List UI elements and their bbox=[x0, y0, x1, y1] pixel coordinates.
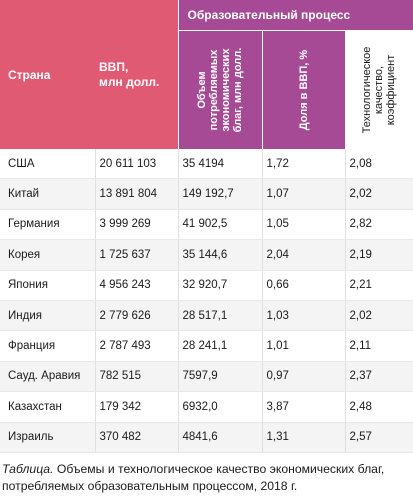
table-row: Корея 1 725 637 35 144,6 2,04 2,19 bbox=[0, 239, 413, 271]
cell-quality: 2,48 bbox=[345, 391, 413, 423]
header-gdp-line2: млн долл. bbox=[99, 74, 160, 89]
cell-share: 1,07 bbox=[262, 178, 346, 210]
table-caption: Таблица. Объемы и технологическое качест… bbox=[2, 461, 412, 495]
cell-volume: 28 517,1 bbox=[178, 300, 263, 332]
cell-share: 1,72 bbox=[262, 149, 346, 180]
header-gdp-line1: ВВП, bbox=[99, 59, 129, 74]
cell-volume: 7597,9 bbox=[178, 361, 263, 393]
cell-share: 2,04 bbox=[262, 239, 346, 271]
header-quality-text: Технологическое качество, коэффициент bbox=[361, 46, 398, 134]
cell-gdp: 179 342 bbox=[95, 391, 179, 423]
table-row: Китай 13 891 804 149 192,7 1,07 2,02 bbox=[0, 178, 413, 210]
cell-share: 1,01 bbox=[262, 330, 346, 362]
table-row: Германия 3 999 269 41 902,5 1,05 2,82 bbox=[0, 209, 413, 241]
header-quality: Технологическое качество, коэффициент bbox=[345, 30, 413, 149]
header-group-education: Образовательный процесс bbox=[177, 0, 413, 31]
cell-quality: 2,57 bbox=[345, 422, 413, 453]
table-row: Индия 2 779 626 28 517,1 1,03 2,02 bbox=[0, 300, 413, 332]
header-gdp: ВВП, млн долл. bbox=[95, 0, 178, 149]
cell-gdp: 782 515 bbox=[95, 361, 179, 393]
table-row: Казахстан 179 342 6932,0 3,87 2,48 bbox=[0, 391, 413, 423]
cell-volume: 4841,6 bbox=[178, 422, 263, 453]
cell-gdp: 3 999 269 bbox=[95, 209, 179, 241]
table-row: Франция 2 787 493 28 241,1 1,01 2,11 bbox=[0, 330, 413, 362]
cell-country: США bbox=[0, 149, 96, 180]
cell-country: Китай bbox=[0, 178, 96, 210]
caption-text: Объемы и технологическое качество эконом… bbox=[2, 462, 385, 493]
cell-country: Казахстан bbox=[0, 391, 96, 423]
cell-quality: 2,82 bbox=[345, 209, 413, 241]
cell-country: Франция bbox=[0, 330, 96, 362]
cell-share: 3,87 bbox=[262, 391, 346, 423]
cell-gdp: 20 611 103 bbox=[95, 149, 179, 180]
cell-gdp: 2 779 626 bbox=[95, 300, 179, 332]
cell-share: 1,03 bbox=[262, 300, 346, 332]
cell-share: 0,97 bbox=[262, 361, 346, 393]
table-row: Сауд. Аравия 782 515 7597,9 0,97 2,37 bbox=[0, 361, 413, 393]
table-row: Израиль 370 482 4841,6 1,31 2,57 bbox=[0, 422, 413, 453]
cell-quality: 2,21 bbox=[345, 270, 413, 301]
cell-volume: 6932,0 bbox=[178, 391, 263, 423]
cell-quality: 2,08 bbox=[345, 149, 413, 180]
header-country: Страна bbox=[0, 0, 95, 149]
cell-volume: 35 144,6 bbox=[178, 239, 263, 271]
cell-share: 0,66 bbox=[262, 270, 346, 301]
cell-volume: 32 920,7 bbox=[178, 270, 263, 301]
header-volume-text: Объем потребляемых экономических благ, м… bbox=[196, 47, 244, 133]
cell-volume: 28 241,1 bbox=[178, 330, 263, 362]
cell-country: Япония bbox=[0, 270, 96, 301]
cell-gdp: 370 482 bbox=[95, 422, 179, 453]
cell-country: Индия bbox=[0, 300, 96, 332]
cell-quality: 2,02 bbox=[345, 178, 413, 210]
table-row: Япония 4 956 243 32 920,7 0,66 2,21 bbox=[0, 270, 413, 301]
cell-quality: 2,37 bbox=[345, 361, 413, 393]
cell-quality: 2,11 bbox=[345, 330, 413, 362]
cell-gdp: 13 891 804 bbox=[95, 178, 179, 210]
cell-quality: 2,19 bbox=[345, 239, 413, 271]
header-share-text: Доля в ВВП, % bbox=[297, 49, 310, 131]
cell-gdp: 4 956 243 bbox=[95, 270, 179, 301]
cell-volume: 41 902,5 bbox=[178, 209, 263, 241]
cell-share: 1,31 bbox=[262, 422, 346, 453]
cell-share: 1,05 bbox=[262, 209, 346, 241]
header-share: Доля в ВВП, % bbox=[261, 30, 345, 149]
cell-volume: 35 4194 bbox=[178, 149, 263, 180]
cell-quality: 2,02 bbox=[345, 300, 413, 332]
cell-country: Германия bbox=[0, 209, 96, 241]
header-volume: Объем потребляемых экономических благ, м… bbox=[177, 30, 262, 149]
cell-country: Сауд. Аравия bbox=[0, 361, 96, 393]
cell-gdp: 1 725 637 bbox=[95, 239, 179, 271]
cell-gdp: 2 787 493 bbox=[95, 330, 179, 362]
table-row: США 20 611 103 35 4194 1,72 2,08 bbox=[0, 149, 413, 180]
data-table: Страна ВВП, млн долл. Образовательный пр… bbox=[0, 0, 413, 453]
cell-volume: 149 192,7 bbox=[178, 178, 263, 210]
cell-country: Израиль bbox=[0, 422, 96, 453]
cell-country: Корея bbox=[0, 239, 96, 271]
caption-lead: Таблица. bbox=[2, 462, 54, 476]
